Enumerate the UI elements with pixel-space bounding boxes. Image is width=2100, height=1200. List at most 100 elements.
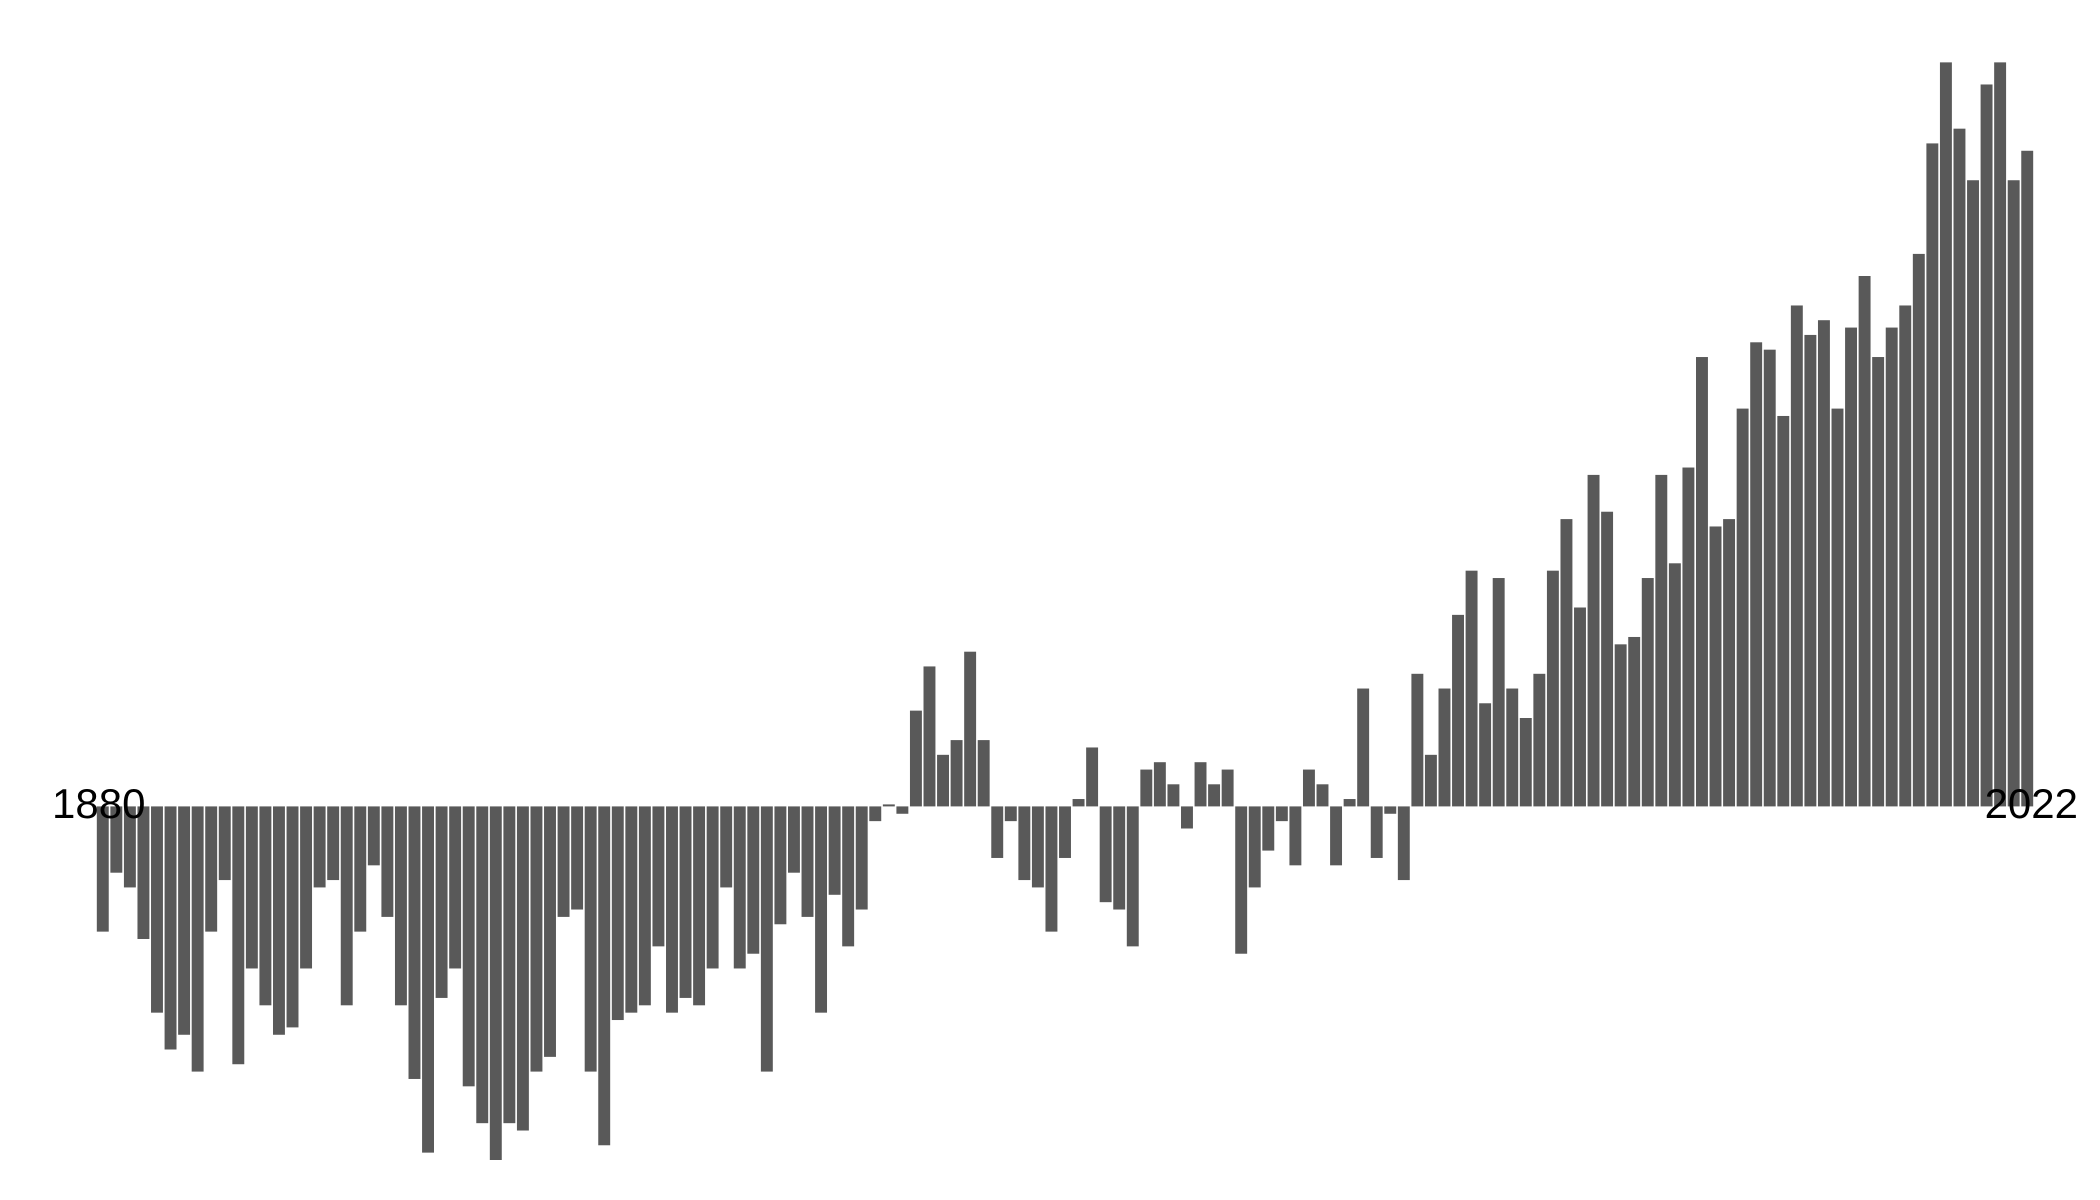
bar-1951 [1059,806,1071,858]
bar-2021 [2007,180,2020,807]
bar-1937 [869,806,882,822]
bar-1916 [584,806,597,1072]
bar-1979 [1438,688,1451,807]
bar-1972 [1343,799,1356,807]
bar-1984 [1506,688,1519,807]
bar-1960 [1181,806,1193,829]
bar-2013 [1899,305,1912,807]
x-axis-start-label: 1880 [52,780,145,827]
bar-1920 [638,806,651,1006]
bar-1913 [544,806,556,1057]
bar-1938 [882,804,895,807]
bar-1998 [1696,357,1708,807]
bar-2000 [1723,519,1736,807]
bar-1956 [1126,806,1139,947]
bar-1889 [218,806,231,881]
bar-1886 [178,806,191,1035]
bar-1898 [340,806,353,1006]
bar-1981 [1465,570,1478,807]
bar-1895 [300,806,313,969]
bars-group [96,62,2034,1160]
bar-1911 [516,806,529,1131]
bar-1973 [1357,688,1370,807]
bar-1940 [909,710,922,807]
bar-1989 [1574,607,1586,807]
bar-1966 [1262,806,1275,851]
bar-1882 [123,806,136,888]
bar-1888 [205,806,218,932]
bar-1993 [1628,636,1641,807]
bar-2017 [1953,128,1966,807]
bar-1926 [720,806,733,888]
bar-1907 [462,806,475,1087]
bar-1997 [1682,467,1695,807]
bar-1934 [828,806,841,895]
bar-1999 [1709,526,1722,807]
bar-1971 [1330,806,1343,866]
bar-1880 [96,806,109,932]
bar-1910 [503,806,516,1124]
x-axis-end-label: 2022 [1985,780,2078,827]
bar-1904 [422,806,434,1153]
bar-1917 [598,806,611,1146]
bar-1959 [1167,784,1180,807]
bar-1954 [1099,806,1112,903]
bar-1923 [679,806,692,998]
bar-1908 [476,806,489,1124]
bar-1894 [286,806,299,1028]
bar-2008 [1831,408,1844,807]
bar-2009 [1845,327,1858,807]
bar-1891 [245,806,258,969]
bar-2002 [1750,342,1763,807]
bar-1892 [259,806,272,1006]
bar-2006 [1804,334,1817,807]
bar-1915 [571,806,584,910]
bar-1963 [1221,769,1234,807]
bar-1902 [394,806,407,1006]
bar-1947 [1004,806,1017,822]
bar-1980 [1452,614,1464,807]
bar-1890 [232,806,245,1065]
bar-1994 [1641,578,1654,807]
bar-2003 [1763,349,1776,807]
bar-1962 [1208,784,1221,807]
bar-1935 [842,806,855,947]
bar-1957 [1140,769,1153,807]
bar-1887 [191,806,204,1072]
bar-1946 [991,806,1004,858]
bar-1893 [272,806,285,1035]
bar-2011 [1872,357,1885,807]
bar-1912 [530,806,543,1072]
bar-1958 [1153,762,1166,807]
bar-2016 [1939,62,1952,807]
bar-2010 [1858,276,1871,807]
bar-1986 [1533,673,1546,807]
bar-1942 [937,754,949,807]
bar-1983 [1492,578,1505,807]
bar-2004 [1777,415,1790,807]
bar-2007 [1817,320,1830,807]
bar-1968 [1289,806,1302,866]
bar-1936 [855,806,868,910]
bar-1944 [964,651,977,807]
bar-1988 [1560,519,1573,807]
bar-1925 [706,806,719,969]
bar-1965 [1248,806,1261,888]
bar-1914 [557,806,570,917]
bar-1967 [1275,806,1288,822]
bar-2015 [1926,143,1939,807]
bar-1996 [1668,563,1681,807]
bar-1896 [313,806,326,888]
bar-1881 [110,806,123,873]
bar-1991 [1601,511,1614,807]
bar-2005 [1790,305,1803,807]
bar-1955 [1113,806,1126,910]
bar-1970 [1316,784,1329,807]
bar-1949 [1031,806,1044,888]
bar-1927 [733,806,746,969]
bar-1977 [1411,673,1424,807]
bar-1950 [1045,806,1058,932]
bar-1929 [760,806,773,1072]
bar-1900 [367,806,380,866]
bar-1982 [1479,703,1492,807]
